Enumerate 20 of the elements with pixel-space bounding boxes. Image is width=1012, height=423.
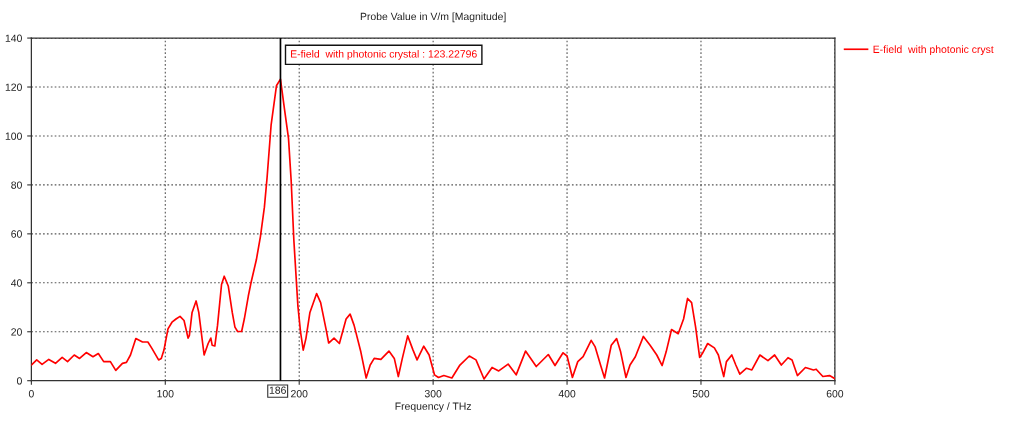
- x-tick-label: 0: [28, 390, 34, 398]
- y-tick-label: 60: [11, 230, 22, 238]
- y-tick-label: 140: [5, 34, 22, 42]
- legend-label: E-field with photonic cryst: [873, 45, 994, 56]
- y-tick-label: 40: [11, 279, 22, 287]
- x-axis-title: Frequency / THz: [395, 402, 472, 412]
- x-tick-label: 600: [826, 390, 844, 398]
- annotation: E-field with photonic crystal : 123.22796: [291, 49, 477, 60]
- y-tick-label: 100: [5, 132, 22, 140]
- x-tick-label: 400: [558, 390, 576, 398]
- x-tick-label: 300: [424, 390, 442, 398]
- y-tick-label: 120: [5, 83, 22, 91]
- x-tick-label: 100: [157, 390, 174, 398]
- y-tick-label: 0: [16, 377, 22, 385]
- x-tick-label: 500: [692, 390, 710, 398]
- chart-title: Probe Value in V/m [Magnitude]: [360, 12, 506, 23]
- ref-line-label: 186: [269, 386, 286, 394]
- y-tick-label: 20: [11, 328, 22, 336]
- x-tick-label: 200: [291, 390, 308, 398]
- y-tick-label: 80: [11, 181, 22, 189]
